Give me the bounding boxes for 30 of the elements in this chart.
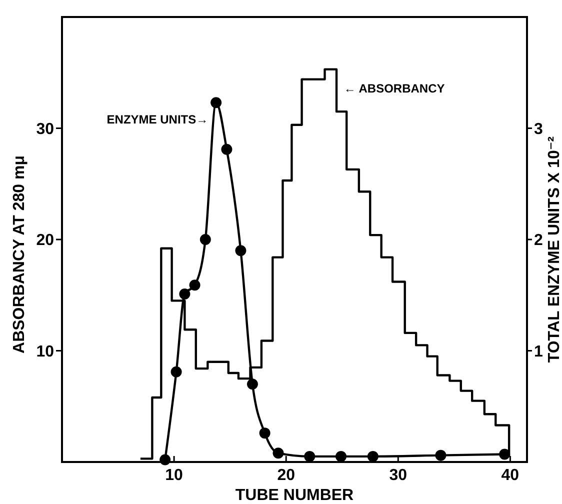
point	[235, 245, 246, 256]
point	[170, 366, 182, 378]
y-tick-label: 30	[36, 120, 54, 138]
point	[221, 144, 232, 155]
annotation: ENZYME UNITS→	[106, 112, 208, 127]
y-tick-label: 20	[36, 232, 54, 250]
x-tick-label: 30	[389, 467, 408, 484]
annotation: ← ABSORBANCY	[344, 81, 445, 96]
point	[367, 450, 378, 462]
point	[210, 97, 222, 108]
x-tick-label: 10	[165, 467, 184, 484]
point	[304, 450, 316, 462]
x-tick-label: 40	[501, 467, 520, 484]
y2-tick-label: 2	[534, 232, 543, 250]
y-axis-title: ABSORBANCY AT 280 mμ	[11, 156, 28, 354]
point	[160, 454, 171, 466]
point	[200, 234, 211, 245]
y-tick-label: 10	[36, 343, 54, 360]
point	[189, 280, 200, 291]
point	[336, 450, 346, 462]
point	[179, 288, 190, 300]
x-axis-title: TUBE NUMBER	[235, 487, 354, 504]
x-tick-label: 20	[277, 467, 296, 484]
point	[246, 378, 258, 390]
y2-tick-label: 1	[534, 343, 543, 360]
y2-tick-label: 3	[534, 120, 543, 138]
point	[435, 450, 446, 461]
point	[259, 428, 270, 439]
point	[272, 448, 284, 459]
y2-axis-title: TOTAL ENZYME UNITS X 10⁻²	[546, 136, 562, 363]
